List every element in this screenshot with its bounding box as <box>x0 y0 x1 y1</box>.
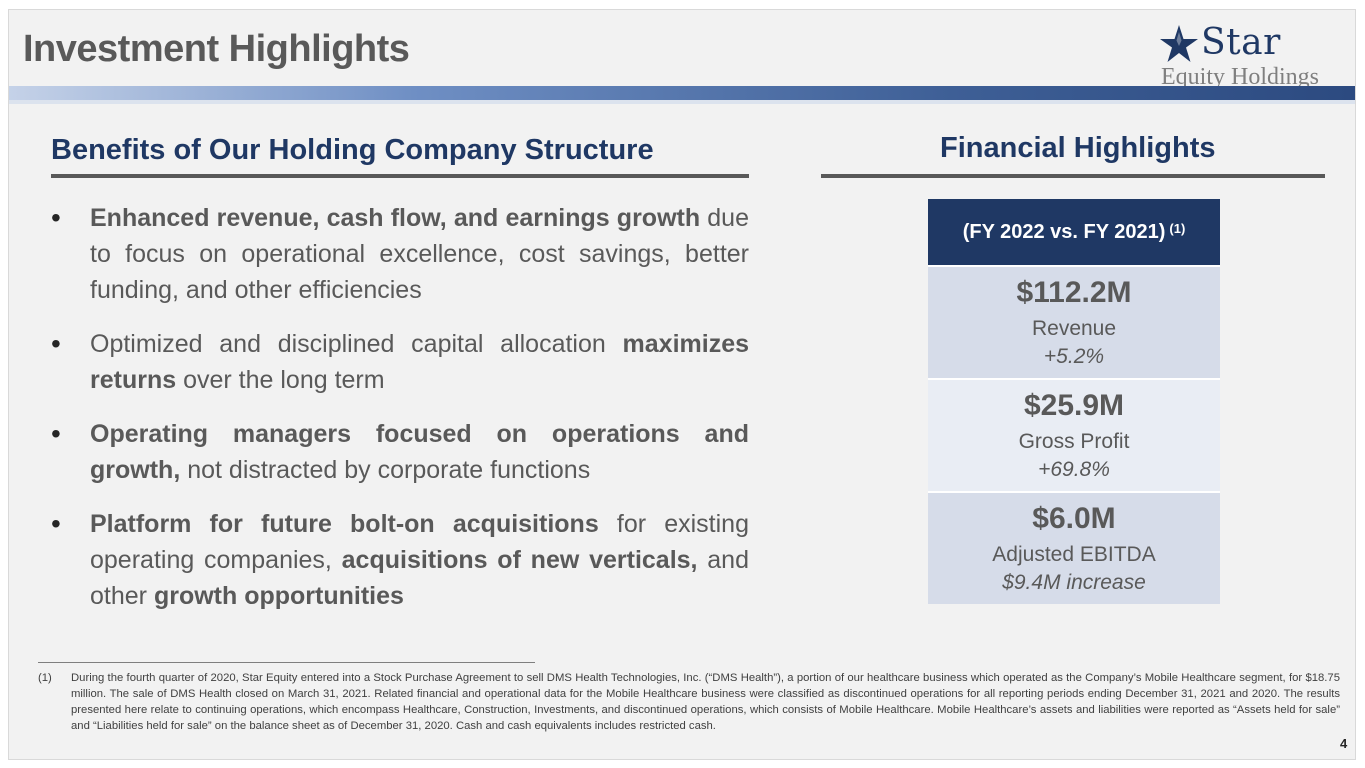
metric-value: $112.2M <box>1016 275 1132 309</box>
benefit-item: • Optimized and disciplined capital alloc… <box>51 326 749 398</box>
metric-value: $25.9M <box>1023 388 1125 422</box>
page-number: 4 <box>1340 736 1348 751</box>
footnote-reference: (1) <box>1169 220 1186 236</box>
company-logo: Star Equity Holdings <box>1159 18 1354 90</box>
metric-change: $9.4M increase <box>1002 570 1146 594</box>
benefit-text: Optimized and disciplined capital alloca… <box>90 330 623 358</box>
metric-change: +69.8% <box>1038 457 1110 481</box>
bullet-icon: • <box>51 328 61 359</box>
title-divider-shadow <box>9 100 1355 104</box>
star-logo-icon <box>1160 25 1198 62</box>
metric-label: Adjusted EBITDA <box>992 542 1156 566</box>
benefit-emphasis: growth opportunities <box>153 582 404 610</box>
metric-revenue: $112.2M Revenue +5.2% <box>928 265 1220 378</box>
financial-period: (FY 2022 vs. FY 2021) <box>962 220 1166 243</box>
financial-heading: Financial Highlights <box>940 132 1216 164</box>
benefit-emphasis: acquisitions of new verticals, <box>341 546 698 574</box>
financial-heading-rule <box>821 174 1325 178</box>
benefit-emphasis: Enhanced revenue, cash flow, and earning… <box>90 204 701 232</box>
benefit-emphasis: maximizes returns <box>90 330 749 394</box>
benefit-item: • Enhanced revenue, cash flow, and earnin… <box>51 200 749 308</box>
benefit-text: for existing operating companies, <box>90 510 749 574</box>
metric-adjusted-ebitda: $6.0M Adjusted EBITDA $9.4M increase <box>928 491 1220 604</box>
benefit-text: over the long term <box>176 366 385 394</box>
footnote-divider <box>38 662 535 663</box>
bullet-icon: • <box>51 508 61 539</box>
financial-highlights-table: (FY 2022 vs. FY 2021) (1) $112.2M Revenu… <box>928 199 1220 604</box>
benefit-item: • Operating managers focused on operation… <box>51 416 749 488</box>
metric-gross-profit: $25.9M Gross Profit +69.8% <box>928 378 1220 491</box>
benefit-emphasis: Platform for future bolt-on acquisitions <box>90 510 599 538</box>
benefit-text: due to focus on operational excellence, … <box>90 204 749 304</box>
bullet-icon: • <box>51 418 61 449</box>
slide: Investment Highlights Star Equity Holdin… <box>8 9 1356 760</box>
metric-label: Gross Profit <box>1018 429 1130 453</box>
metric-value: $6.0M <box>1032 501 1116 535</box>
benefits-heading: Benefits of Our Holding Company Structur… <box>51 134 654 166</box>
footnote-marker: (1) <box>38 672 52 684</box>
financial-period-header: (FY 2022 vs. FY 2021) (1) <box>928 199 1220 265</box>
benefits-heading-rule <box>51 174 749 178</box>
metric-change: +5.2% <box>1043 344 1105 368</box>
logo-wordmark: Star <box>1201 22 1281 63</box>
page-title: Investment Highlights <box>23 28 410 70</box>
bullet-icon: • <box>51 202 61 233</box>
footnote: (1) During the fourth quarter of 2020, S… <box>38 670 1340 734</box>
title-divider <box>9 86 1355 100</box>
benefit-text: not distracted by corporate functions <box>180 456 591 484</box>
metric-label: Revenue <box>1031 316 1117 340</box>
benefit-text: and other <box>90 546 749 610</box>
benefits-list: • Enhanced revenue, cash flow, and earnin… <box>51 200 749 632</box>
benefit-emphasis: Operating managers focused on operations… <box>90 420 749 484</box>
footnote-text: During the fourth quarter of 2020, Star … <box>71 672 1340 732</box>
benefit-item: • Platform for future bolt-on acquisition… <box>51 506 749 614</box>
logo-subtitle: Equity Holdings <box>1161 64 1320 90</box>
